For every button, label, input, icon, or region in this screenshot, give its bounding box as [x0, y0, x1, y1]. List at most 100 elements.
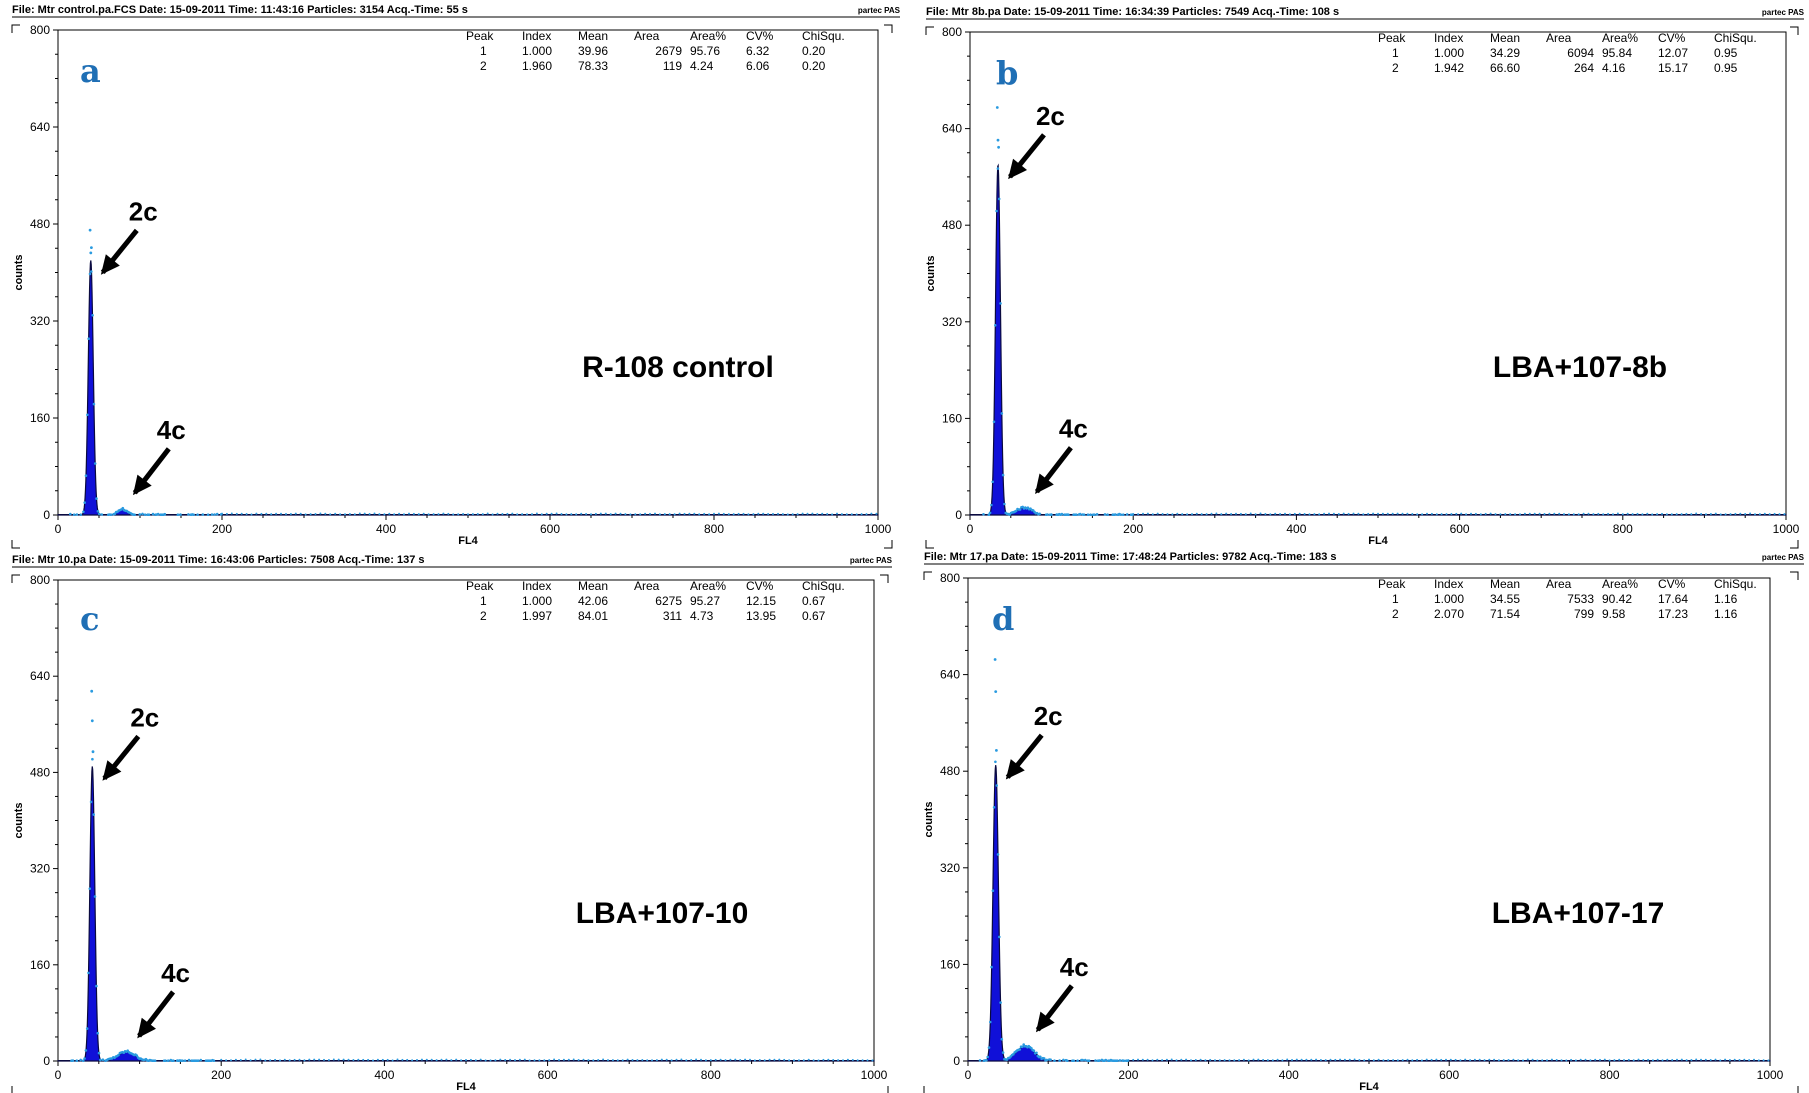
stats-cell: 4.73: [690, 609, 714, 623]
data-dot: [153, 1059, 157, 1062]
baseline-dot: [1259, 512, 1262, 515]
baseline-dot: [1724, 1058, 1727, 1061]
baseline-dot: [1298, 512, 1301, 515]
stats-column-header: Peak: [466, 29, 494, 43]
baseline-dot: [1656, 1058, 1659, 1061]
baseline-dot: [590, 513, 592, 516]
baseline-dot: [491, 513, 494, 516]
baseline-dot: [786, 513, 789, 516]
x-tick-label: 400: [376, 522, 396, 536]
baseline-dot: [1352, 512, 1355, 515]
stats-cell: 2: [1392, 607, 1399, 621]
frame-corner: [1797, 1086, 1799, 1093]
baseline-dot: [560, 513, 563, 515]
stats-column-header: Index: [1434, 31, 1463, 45]
baseline-dot: [465, 1059, 467, 1061]
baseline-dot: [866, 1059, 869, 1062]
baseline-dot: [685, 1059, 688, 1062]
baseline-dot: [1528, 512, 1531, 515]
annotation-2c: 2c: [1034, 701, 1063, 731]
baseline-dot: [327, 1059, 330, 1061]
baseline-dot: [383, 513, 386, 516]
baseline-dot: [1637, 1058, 1640, 1061]
baseline-dot: [1146, 512, 1149, 515]
baseline-dot: [1396, 512, 1399, 515]
baseline-dot: [562, 1058, 565, 1061]
stats-column-header: ChiSqu.: [1714, 577, 1757, 591]
data-dot: [1012, 1052, 1015, 1056]
stats-column-header: Mean: [1490, 31, 1520, 45]
stats-column-header: Area%: [690, 29, 726, 43]
baseline-dot: [683, 512, 686, 515]
stats-cell: 1.16: [1714, 592, 1738, 606]
baseline-dot: [714, 1058, 717, 1061]
data-dot: [212, 1059, 216, 1062]
brand-label: partec PAS: [1762, 553, 1805, 562]
data-dot: [206, 513, 210, 516]
baseline-dot: [1469, 1059, 1472, 1062]
data-dot: [83, 501, 86, 504]
stats-column-header: Area%: [1602, 31, 1638, 45]
baseline-dot: [1460, 512, 1463, 515]
baseline-dot: [1733, 1058, 1736, 1061]
x-axis-label: FL4: [456, 1081, 476, 1093]
data-dot: [95, 984, 98, 988]
baseline-dot: [619, 512, 622, 515]
baseline-dot: [422, 512, 425, 515]
baseline-dot: [1430, 512, 1433, 515]
baseline-dot: [545, 512, 548, 515]
baseline-dot: [732, 513, 735, 516]
data-dot: [1118, 1059, 1122, 1062]
baseline-dot: [624, 513, 627, 516]
data-dot: [999, 302, 1002, 305]
baseline-dot: [230, 512, 233, 515]
stats-cell: 1.960: [522, 59, 552, 73]
baseline-dot: [342, 1058, 345, 1061]
stats-cell: 34.29: [1490, 46, 1520, 60]
baseline-dot: [1406, 1058, 1409, 1061]
baseline-dot: [611, 1059, 614, 1062]
stats-cell: 264: [1574, 61, 1594, 75]
baseline-dot: [1546, 1059, 1548, 1062]
baseline-dot: [347, 1058, 350, 1061]
baseline-dot: [644, 512, 647, 515]
outlier-dot: [996, 138, 1000, 142]
data-dot: [982, 513, 985, 516]
baseline-dot: [348, 513, 351, 515]
baseline-dot: [1656, 513, 1659, 516]
baseline-dot: [1190, 1059, 1192, 1062]
baseline-dot: [1729, 513, 1732, 516]
baseline-dot: [1300, 1058, 1303, 1061]
baseline-dot: [332, 1058, 335, 1061]
y-tick-label: 0: [43, 508, 50, 522]
stats-cell: 34.55: [1490, 592, 1520, 606]
baseline-dot: [396, 1058, 399, 1061]
baseline-dot: [1714, 1058, 1717, 1061]
baseline-dot: [1509, 513, 1512, 516]
y-tick-label: 160: [942, 411, 962, 425]
baseline-dot: [274, 1058, 277, 1061]
frame-corner: [923, 571, 932, 580]
stats-cell: 15.17: [1658, 61, 1688, 75]
sample-label: LBA+107-10: [576, 897, 749, 930]
baseline-dot: [1450, 513, 1453, 515]
baseline-dot: [719, 1058, 722, 1061]
data-dot: [176, 513, 180, 516]
baseline-dot: [703, 512, 706, 515]
baseline-dot: [1695, 512, 1698, 515]
baseline-dot: [283, 1058, 286, 1061]
histogram-dots: [69, 228, 878, 516]
x-tick-label: 400: [1279, 1068, 1299, 1082]
panel-letter: d: [992, 600, 1014, 638]
x-axis-label: FL4: [458, 535, 478, 547]
outlier-dot: [91, 750, 95, 754]
baseline-dot: [831, 513, 834, 516]
baseline-dot: [1137, 1058, 1139, 1061]
baseline-dot: [450, 1059, 453, 1062]
baseline-dot: [641, 1059, 644, 1061]
baseline-dot: [1291, 1059, 1293, 1061]
baseline-dot: [1151, 1059, 1154, 1062]
baseline-dot: [511, 512, 514, 515]
baseline-dot: [280, 512, 282, 515]
data-dot: [95, 497, 98, 500]
